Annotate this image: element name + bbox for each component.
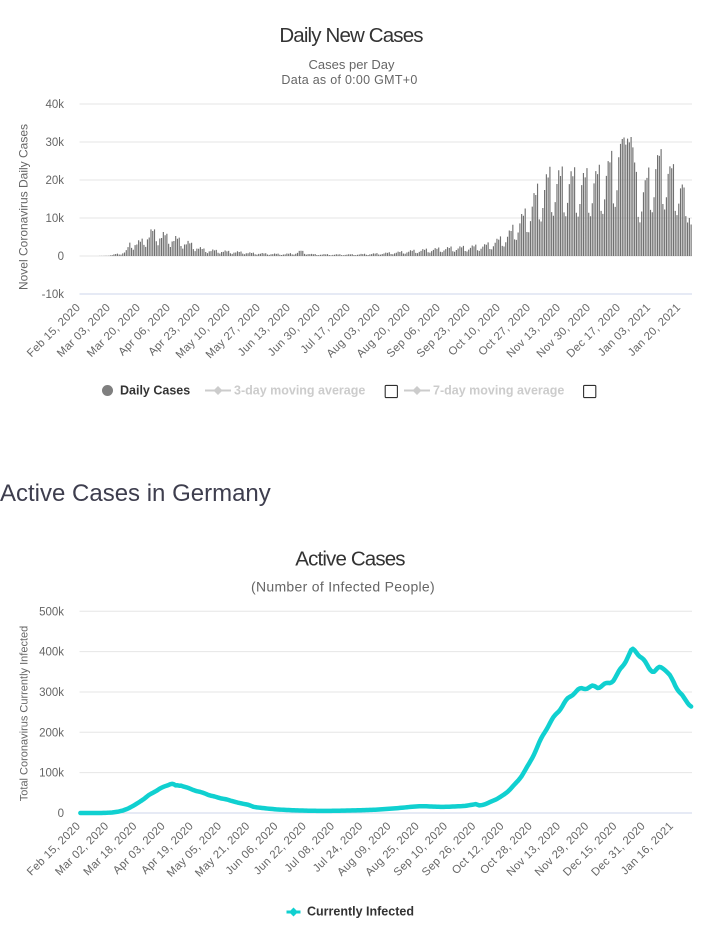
svg-text:Novel Coronavirus Daily Cases: Novel Coronavirus Daily Cases — [17, 124, 31, 290]
svg-text:0: 0 — [58, 251, 64, 263]
svg-text:Jun 13, 2020: Jun 13, 2020 — [236, 302, 293, 359]
svg-text:200k: 200k — [39, 727, 64, 739]
svg-text:Data as of 0:00 GMT+0: Data as of 0:00 GMT+0 — [281, 73, 417, 87]
svg-text:(Number of Infected People): (Number of Infected People) — [251, 579, 435, 595]
svg-text:7-day moving average: 7-day moving average — [433, 383, 564, 397]
svg-text:10k: 10k — [45, 213, 64, 225]
svg-text:Jun 30, 2020: Jun 30, 2020 — [266, 302, 323, 359]
svg-text:Total Coronavirus Currently In: Total Coronavirus Currently Infected — [19, 626, 31, 801]
svg-text:Active Cases: Active Cases — [295, 548, 405, 571]
svg-text:40k: 40k — [45, 99, 64, 111]
svg-text:Cases per Day: Cases per Day — [309, 57, 395, 72]
svg-text:30k: 30k — [45, 137, 64, 149]
svg-text:100k: 100k — [39, 768, 64, 780]
svg-text:Currently Infected: Currently Infected — [307, 905, 414, 919]
svg-text:300k: 300k — [39, 687, 64, 699]
svg-text:Jan 20, 2021: Jan 20, 2021 — [626, 302, 683, 359]
svg-text:20k: 20k — [45, 175, 64, 187]
svg-text:Jan 03, 2021: Jan 03, 2021 — [596, 302, 653, 359]
svg-text:3-day moving average: 3-day moving average — [234, 383, 365, 397]
svg-text:Daily Cases: Daily Cases — [120, 383, 190, 397]
svg-text:400k: 400k — [39, 647, 64, 659]
svg-text:500k: 500k — [39, 606, 64, 618]
svg-text:-10k: -10k — [42, 289, 65, 301]
svg-text:Daily New Cases: Daily New Cases — [279, 24, 423, 47]
svg-text:0: 0 — [58, 808, 64, 820]
